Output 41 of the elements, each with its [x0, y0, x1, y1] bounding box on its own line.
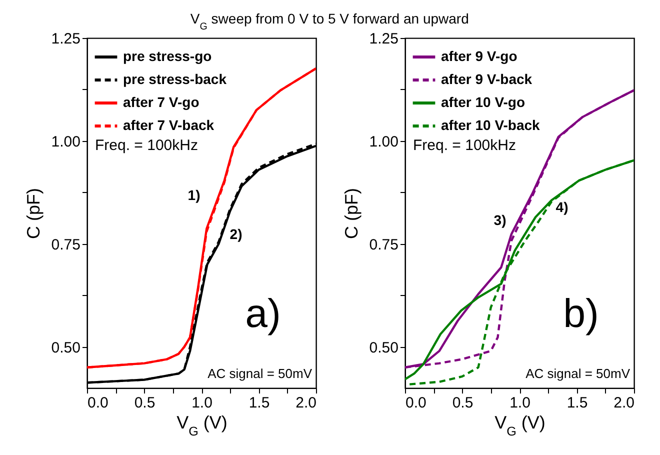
y-tick-label: 0.50	[51, 339, 80, 356]
x-tick-label: 0.5	[134, 394, 156, 412]
annotation: 4)	[556, 199, 568, 215]
x-tick-label: 1.5	[248, 394, 270, 412]
annotation: AC signal = 50mV	[208, 366, 312, 381]
legend-label: after 10 V-go	[441, 94, 526, 110]
y-tick-label: 0.75	[51, 236, 80, 254]
y-tick-label: 1.25	[51, 30, 80, 48]
chart-title: V$_{G}$ sweep from 0 V to 5 V forward an upward	[190, 10, 469, 32]
y-axis-title: C (pF)	[23, 188, 44, 239]
x-axis-title: V$_{G}$ (V)	[494, 412, 546, 438]
x-tick-label: 0.0	[88, 394, 108, 412]
legend-label: after 9 V-go	[441, 48, 518, 64]
legend-label: after 9 V-back	[441, 71, 532, 87]
x-tick-label: 1.5	[566, 394, 588, 412]
legend-label: after 10 V-back	[441, 117, 540, 133]
x-tick-label: 1.0	[192, 394, 212, 412]
annotation: 2)	[230, 226, 242, 242]
legend-label: after 7 V-go	[123, 94, 200, 110]
annotation: AC signal = 50mV	[526, 366, 630, 381]
y-tick-label: 1.00	[369, 133, 398, 150]
legend-label: pre stress-go	[123, 48, 212, 64]
annotation: b)	[563, 292, 599, 336]
x-tick-label: 0.5	[452, 394, 474, 412]
x-axis-title: V$_{G}$ (V)	[176, 412, 228, 438]
annotation: 1)	[188, 187, 200, 203]
x-tick-label: 2.0	[614, 394, 634, 412]
annotation: Freq. = 100kHz	[413, 137, 516, 154]
annotation: Freq. = 100kHz	[95, 137, 198, 154]
x-tick-label: 1.0	[510, 394, 530, 412]
annotation: a)	[245, 292, 281, 336]
y-tick-label: 1.00	[51, 133, 80, 150]
y-tick-label: 0.50	[369, 339, 398, 356]
legend-label: after 7 V-back	[123, 117, 214, 133]
annotation: 3)	[494, 212, 506, 228]
legend-label: pre stress-back	[123, 71, 227, 87]
y-tick-label: 0.75	[369, 236, 398, 254]
x-tick-label: 0.0	[406, 394, 426, 412]
y-axis-title: C (pF)	[341, 188, 362, 239]
x-tick-label: 2.0	[296, 394, 316, 412]
y-tick-label: 1.25	[369, 30, 398, 48]
